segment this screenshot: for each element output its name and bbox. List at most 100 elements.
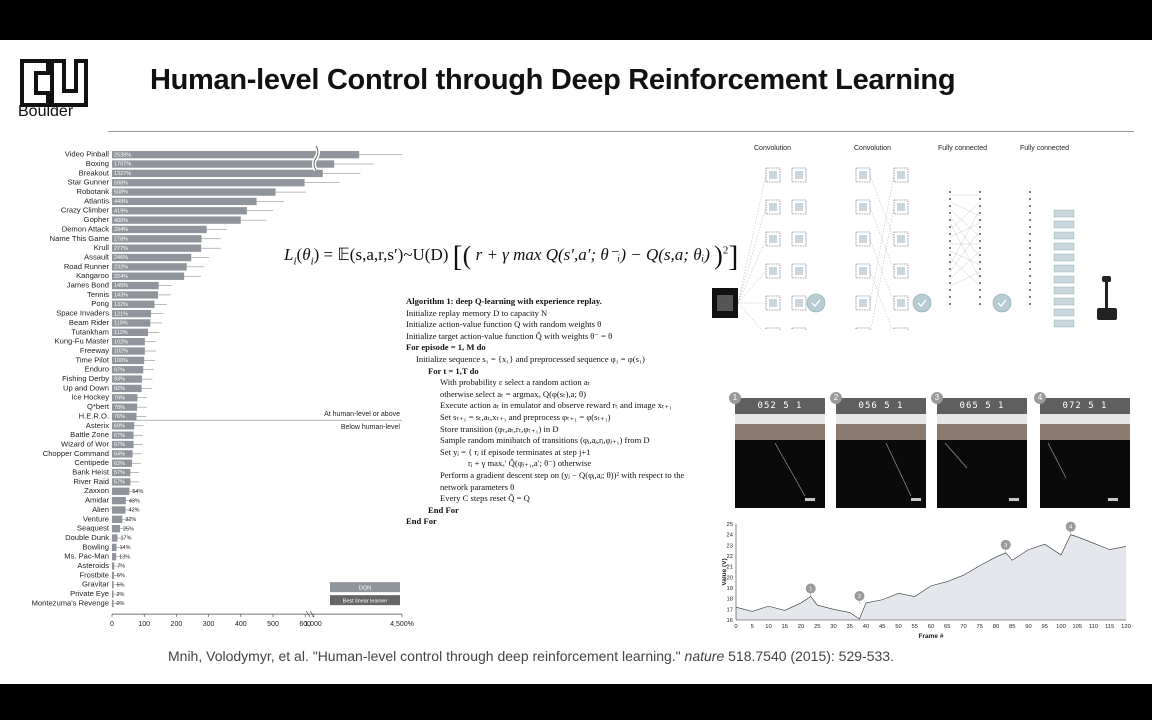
algorithm-line: Sample random minibatch of transitions (…: [440, 435, 650, 446]
bar: [112, 207, 247, 215]
game-label: Chopper Command: [43, 449, 109, 458]
neuron-dot: [979, 296, 981, 298]
algorithm-line: With probability ε select a random actio…: [440, 377, 591, 388]
game-label: Gravitar: [82, 580, 109, 589]
citation-post: 518.7540 (2015): 529-533.: [724, 648, 894, 664]
bar-value-label: 62%: [114, 461, 125, 467]
x-tick-label: 0: [110, 621, 114, 628]
neuron-dot: [949, 268, 951, 270]
game-label: Bank Heist: [72, 468, 110, 477]
algorithm-line: Initialize target action-value function …: [406, 330, 613, 341]
feature-map: [791, 327, 807, 330]
bar: [112, 281, 159, 290]
game-label: Name This Game: [50, 234, 109, 243]
game-label: Tennis: [87, 290, 109, 299]
bar-value-label: 54%: [132, 489, 143, 495]
feature-map-fill: [859, 235, 867, 243]
output-action: [1053, 308, 1075, 317]
x-tick-label: 50: [895, 624, 901, 630]
neuron-dot: [1029, 303, 1031, 305]
loss-body: r + γ max Q(s′,a′; θ⁻ᵢ) − Q(s,a; θᵢ): [475, 245, 710, 264]
neuron-dot: [1029, 219, 1031, 221]
y-tick-label: 24: [727, 533, 734, 539]
input-frame-inner: [717, 295, 733, 311]
bar-value-label: 246%: [114, 255, 128, 261]
game-label: Alien: [92, 505, 109, 514]
algorithm-line: network parameters θ: [440, 481, 515, 492]
algorithm-line: For t = 1,T do: [428, 365, 479, 376]
logo-text: Boulder: [18, 103, 74, 120]
neuron-dot: [949, 254, 951, 256]
algorithm-line: Perform a gradient descent step on (yⱼ −…: [440, 469, 685, 480]
y-tick-label: 19: [727, 586, 733, 592]
bar: [112, 534, 118, 542]
x-tick-label: 70: [960, 624, 966, 630]
bar-value-label: 224%: [114, 274, 128, 280]
output-action: [1053, 209, 1075, 218]
label-fully-connected-1: Fully connected: [938, 145, 987, 152]
feature-map-fill: [859, 299, 867, 307]
paddle: [1108, 498, 1118, 501]
joystick-knob: [1102, 276, 1111, 282]
game-label: Krull: [94, 243, 110, 252]
fc-connection: [949, 229, 981, 273]
bar: [112, 235, 202, 243]
game-label: Enduro: [85, 365, 110, 374]
feature-map-fill: [795, 267, 803, 275]
annotation-marker: [1000, 539, 1011, 550]
neuron-dot: [979, 261, 981, 263]
x-tick-label: 45: [879, 624, 885, 630]
feature-map-fill: [795, 171, 803, 179]
neuron-dot: [949, 247, 951, 249]
bar-value-label: 1707%: [114, 162, 131, 168]
bar: [112, 300, 155, 308]
bar: [112, 478, 131, 486]
x-tick-label: 25: [814, 624, 820, 630]
game-label: Ms. Pac-Man: [64, 552, 109, 561]
game-label: Venture: [83, 514, 109, 523]
neuron-dot: [1029, 289, 1031, 291]
game-frame-3: 065 5 1: [937, 398, 1027, 508]
bar-value-label: 14%: [120, 545, 131, 551]
game-label: Q*bert: [87, 402, 110, 411]
neuron-dot: [949, 261, 951, 263]
fc-connection: [949, 208, 981, 238]
bar-value-label: 598%: [114, 180, 128, 186]
game-label: Assault: [84, 252, 110, 261]
fc-connection: [949, 257, 981, 287]
brick-wall: [735, 424, 825, 440]
x-tick-label: 40: [863, 624, 869, 630]
feature-map-fill: [859, 267, 867, 275]
label-fully-connected-2: Fully connected: [1020, 145, 1069, 152]
feature-map-fill: [769, 203, 777, 211]
y-tick-label: 21: [727, 565, 733, 571]
y-tick-label: 17: [727, 607, 733, 613]
connection: [737, 270, 767, 304]
neuron-dot: [979, 198, 981, 200]
game-label: Centipede: [74, 458, 109, 467]
neuron-dot: [949, 226, 951, 228]
citation: Mnih, Volodymyr, et al. "Human-level con…: [168, 648, 894, 664]
label-convolution-2: Convolution: [854, 145, 891, 152]
value-function-plot: 0 5 10 15 20 25 30 35 40 45 50 55 60 65 70 75 80 85 90 95 10…: [722, 521, 1131, 640]
annotation-label: 3: [1004, 543, 1007, 549]
bar: [112, 394, 138, 402]
game-label: Robotank: [76, 187, 109, 196]
bar-value-label: 25%: [123, 526, 134, 532]
human-level-below-label: Below human-level: [341, 424, 401, 431]
bar: [112, 384, 142, 393]
neuron-dot: [949, 198, 951, 200]
bar: [112, 562, 115, 570]
x-tick-label: 0: [734, 624, 737, 630]
game-label: Wizard of Wor: [61, 439, 109, 448]
game-frame-4: 072 5 1: [1040, 398, 1130, 508]
x-tick-label: 200: [171, 621, 183, 628]
feature-map-fill: [897, 235, 905, 243]
activation-node-icon: [992, 293, 1012, 313]
bar-value-label: 78%: [114, 405, 125, 411]
x-tick-label: 10: [765, 624, 771, 630]
slide-title: Human-level Control through Deep Reinfor…: [150, 64, 956, 96]
feature-map-fill: [795, 203, 803, 211]
bar-value-label: 145%: [114, 283, 128, 289]
neuron-dot: [949, 289, 951, 291]
